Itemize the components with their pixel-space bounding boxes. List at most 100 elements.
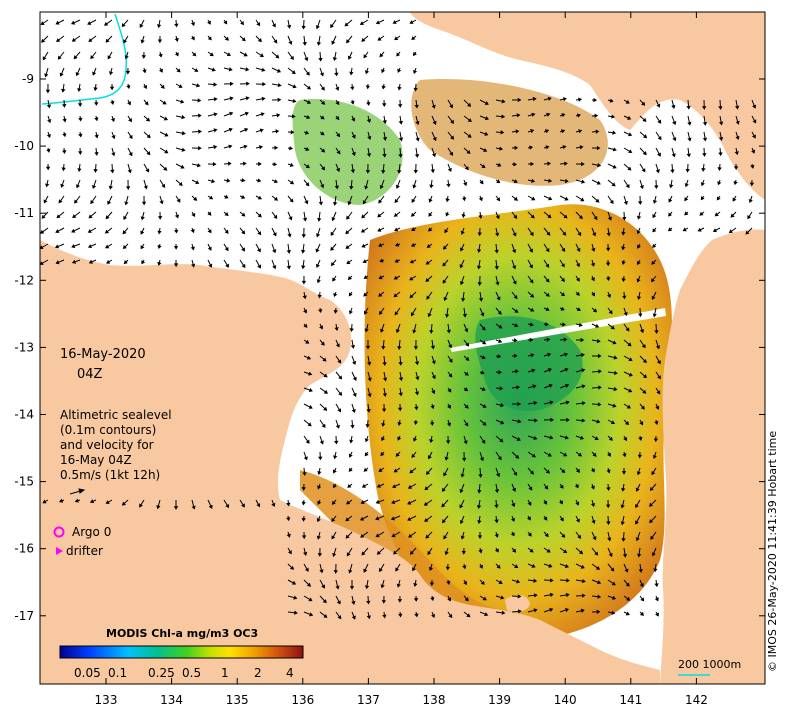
velocity-arrow-head: [443, 472, 448, 477]
velocity-arrow-head: [77, 168, 82, 173]
velocity-arrow-head: [531, 563, 536, 568]
velocity-arrow-head: [609, 199, 614, 205]
velocity-arrow-head: [336, 600, 341, 605]
velocity-arrow-head: [612, 147, 617, 152]
velocity-arrow-head: [627, 342, 632, 347]
x-tick-label: 136: [291, 693, 314, 707]
velocity-arrow-head: [441, 487, 446, 492]
velocity-arrow-head: [532, 384, 537, 389]
velocity-arrow-head: [592, 452, 597, 457]
velocity-arrow-head: [477, 520, 482, 525]
velocity-arrow-head: [652, 228, 657, 233]
velocity-arrow-head: [57, 55, 62, 60]
velocity-arrow-head: [671, 104, 676, 109]
velocity-arrow-head: [668, 198, 673, 203]
velocity-arrow-head: [578, 97, 583, 102]
velocity-arrow-head: [412, 567, 416, 572]
velocity-arrow-head: [430, 169, 435, 174]
velocity-arrow-head: [516, 436, 521, 441]
velocity-arrow-head: [562, 549, 568, 554]
velocity-arrow-head: [78, 117, 83, 122]
velocity-arrow-head: [330, 261, 335, 267]
velocity-arrow-head: [574, 484, 579, 489]
velocity-arrow-head: [494, 265, 499, 270]
velocity-arrow-head: [75, 184, 80, 189]
velocity-arrow-head: [717, 167, 722, 171]
velocity-arrow-head: [566, 417, 570, 423]
velocity-arrow-head: [576, 307, 581, 311]
velocity-arrow-head: [625, 582, 630, 587]
velocity-arrow-head: [144, 101, 149, 106]
velocity-arrow-head: [331, 517, 336, 523]
velocity-arrow-head: [350, 100, 355, 105]
velocity-arrow-head: [701, 106, 707, 110]
velocity-arrow-head: [141, 55, 147, 59]
velocity-arrow-head: [642, 151, 647, 156]
velocity-arrow-head: [224, 212, 229, 217]
velocity-arrow-head: [190, 22, 195, 27]
velocity-arrow-head: [550, 417, 554, 422]
velocity-arrow-head: [392, 484, 397, 489]
velocity-arrow-head: [481, 340, 487, 345]
velocity-arrow-head: [448, 373, 453, 378]
velocity-arrow-head: [409, 469, 414, 474]
velocity-arrow-head: [513, 214, 518, 220]
velocity-arrow-head: [641, 168, 646, 173]
velocity-arrow-head: [547, 452, 552, 457]
velocity-arrow-head: [139, 503, 143, 508]
map-legend-text: Altimetric sealevel (0.1m contours) and …: [60, 408, 172, 483]
velocity-arrow-head: [594, 551, 599, 556]
velocity-arrow-head: [365, 170, 371, 174]
y-tick-label: -15: [14, 475, 34, 489]
velocity-arrow-head: [484, 612, 489, 617]
velocity-arrow-head: [657, 152, 661, 157]
velocity-arrow-head: [316, 535, 321, 540]
velocity-arrow-head: [462, 565, 467, 570]
velocity-arrow-head: [241, 503, 245, 508]
velocity-arrow-head: [244, 127, 249, 132]
velocity-arrow-head: [442, 245, 447, 250]
velocity-arrow-head: [481, 439, 486, 444]
velocity-arrow-head: [322, 357, 327, 362]
velocity-arrow-head: [350, 169, 355, 174]
velocity-arrow-head: [228, 127, 233, 132]
velocity-arrow-head: [55, 260, 60, 265]
velocity-arrow-head: [304, 567, 309, 572]
velocity-arrow-head: [445, 198, 450, 203]
velocity-arrow-head: [621, 261, 626, 266]
velocity-arrow-head: [256, 248, 261, 253]
velocity-arrow-head: [654, 330, 659, 334]
velocity-arrow-head: [398, 120, 403, 125]
velocity-arrow-head: [625, 184, 630, 189]
x-tick-label: 141: [619, 693, 642, 707]
velocity-arrow-head: [345, 244, 350, 249]
velocity-arrow-head: [623, 311, 628, 317]
velocity-arrow-head: [178, 181, 183, 186]
velocity-arrow-head: [479, 564, 483, 569]
velocity-arrow-head: [561, 469, 566, 474]
velocity-arrow-head: [513, 162, 518, 167]
velocity-arrow-head: [495, 281, 500, 286]
velocity-arrow-head: [54, 244, 60, 249]
velocity-arrow-head: [462, 313, 468, 318]
velocity-arrow-head: [398, 377, 404, 382]
velocity-arrow-head: [375, 516, 380, 521]
velocity-arrow-head: [308, 387, 313, 393]
velocity-arrow-head: [431, 104, 436, 109]
velocity-arrow-head: [411, 36, 416, 41]
velocity-arrow-head: [349, 71, 354, 76]
velocity-arrow-head: [331, 40, 336, 45]
velocity-arrow-head: [613, 386, 618, 392]
velocity-arrow-head: [361, 243, 366, 248]
velocity-arrow-head: [563, 214, 568, 219]
velocity-arrow-head: [464, 422, 469, 427]
velocity-arrow-head: [61, 88, 66, 93]
velocity-arrow-head: [123, 215, 128, 221]
velocity-arrow-head: [513, 471, 518, 476]
velocity-arrow-head: [273, 179, 278, 184]
velocity-arrow-head: [628, 372, 633, 377]
velocity-arrow-head: [750, 164, 755, 169]
velocity-arrow-head: [142, 69, 147, 74]
velocity-arrow-head: [716, 196, 721, 201]
velocity-arrow-head: [639, 185, 644, 190]
